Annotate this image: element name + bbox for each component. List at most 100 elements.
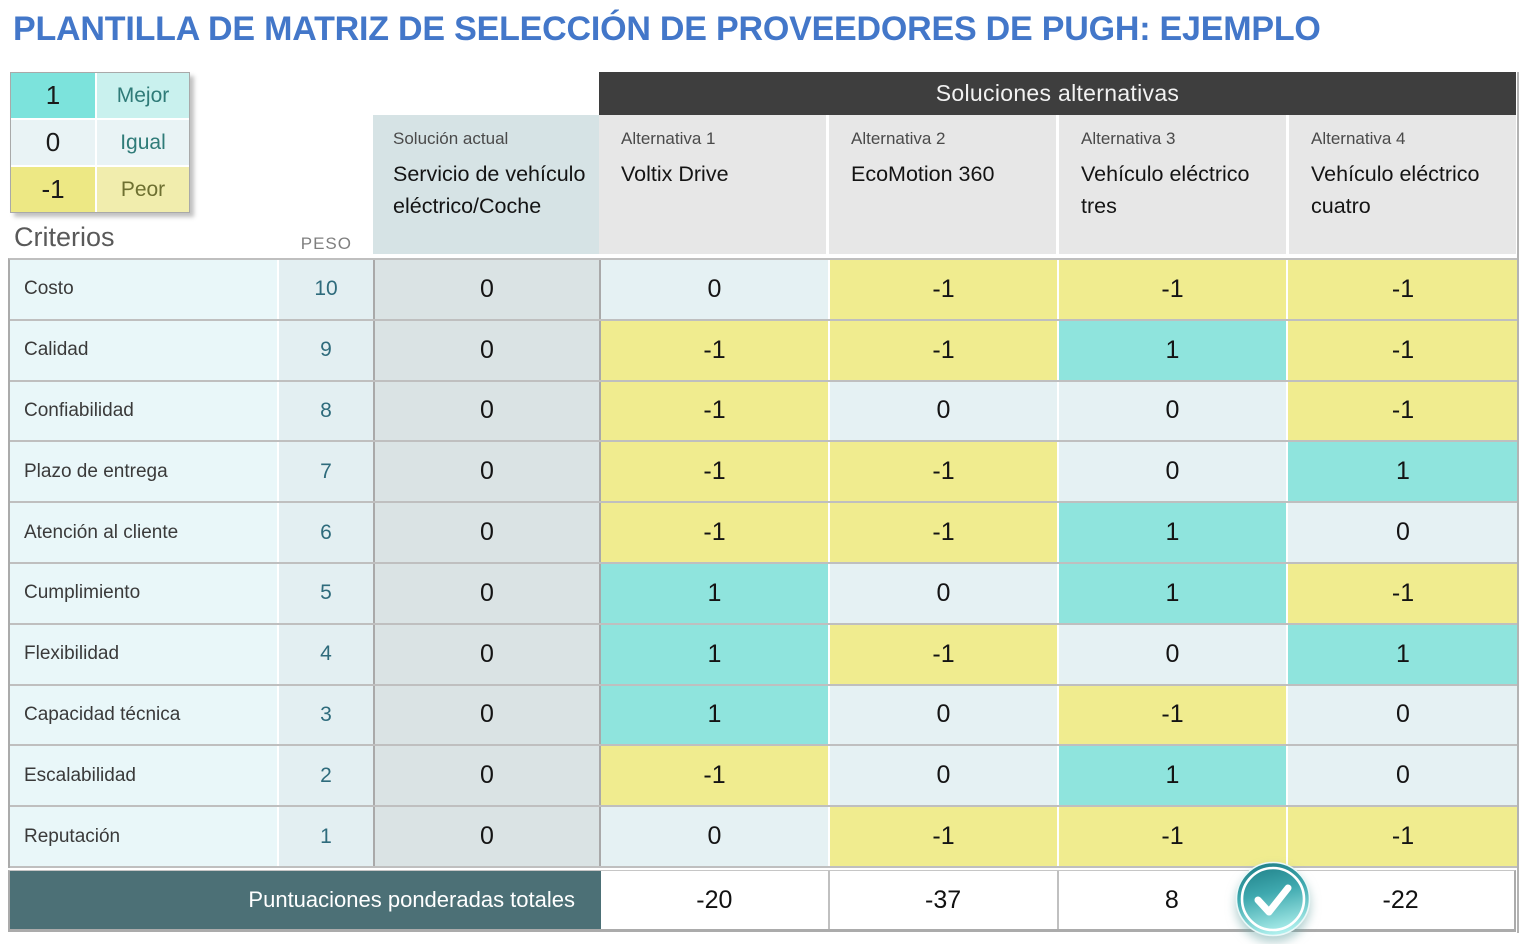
score-cell[interactable]: 0 bbox=[601, 260, 830, 319]
score-cell[interactable]: -1 bbox=[1059, 807, 1288, 866]
score-cell[interactable]: 0 bbox=[830, 381, 1059, 441]
score-cell[interactable]: 1 bbox=[1059, 563, 1288, 623]
score-cell[interactable]: -1 bbox=[830, 807, 1059, 866]
criterion-cell[interactable]: Capacidad técnica bbox=[10, 685, 279, 745]
score-cell[interactable]: -1 bbox=[1288, 381, 1518, 441]
score-cell[interactable]: -1 bbox=[830, 260, 1059, 319]
score-cell[interactable]: -1 bbox=[601, 442, 830, 502]
score-cell[interactable]: -1 bbox=[1288, 807, 1518, 866]
legend-label-cell[interactable]: Mejor bbox=[97, 73, 189, 118]
score-cell[interactable]: 0 bbox=[1059, 381, 1288, 441]
score-cell[interactable]: -1 bbox=[830, 442, 1059, 502]
criterion-cell[interactable]: Costo bbox=[10, 260, 279, 319]
score-cell[interactable]: -1 bbox=[1288, 320, 1518, 380]
current-solution-score-cell[interactable]: 0 bbox=[375, 260, 601, 319]
current-solution-score-cell[interactable]: 0 bbox=[375, 320, 601, 380]
legend-row: -1 Peor bbox=[11, 165, 189, 212]
criterion-cell[interactable]: Flexibilidad bbox=[10, 624, 279, 684]
alternative-label: Alternativa 2 bbox=[851, 129, 946, 148]
score-cell[interactable]: 1 bbox=[601, 685, 830, 745]
current-solution-score-cell[interactable]: 0 bbox=[375, 563, 601, 623]
score-cell[interactable]: 0 bbox=[830, 685, 1059, 745]
pugh-matrix-grid: Costo 10 0 0 -1 -1 -1 Calidad 9 0 -1 -1 1 -1 Confiabil… bbox=[8, 258, 1518, 868]
score-cell[interactable]: -1 bbox=[601, 381, 830, 441]
alternative-header[interactable]: Alternativa 4 Vehículo eléctrico cuatro bbox=[1289, 115, 1516, 254]
score-cell[interactable]: -1 bbox=[1059, 685, 1288, 745]
legend-label-cell[interactable]: Igual bbox=[97, 120, 189, 165]
weight-cell[interactable]: 5 bbox=[279, 563, 375, 623]
weight-cell[interactable]: 1 bbox=[279, 807, 375, 866]
current-solution-score-cell[interactable]: 0 bbox=[375, 746, 601, 806]
total-score-cell[interactable]: -37 bbox=[827, 871, 1057, 929]
legend-value-cell[interactable]: 1 bbox=[11, 73, 97, 118]
score-cell[interactable]: 0 bbox=[1288, 503, 1518, 562]
weight-column-header: PESO bbox=[300, 234, 352, 253]
current-solution-score-cell[interactable]: 0 bbox=[375, 685, 601, 745]
score-cell[interactable]: -1 bbox=[830, 503, 1059, 562]
score-cell[interactable]: -1 bbox=[1288, 563, 1518, 623]
current-solution-score-cell[interactable]: 0 bbox=[375, 807, 601, 866]
score-cell[interactable]: 0 bbox=[601, 807, 830, 866]
alternatives-group-header: Soluciones alternativas bbox=[599, 72, 1516, 115]
criterion-cell[interactable]: Confiabilidad bbox=[10, 381, 279, 441]
score-cell[interactable]: 0 bbox=[1059, 624, 1288, 684]
matrix-row: Calidad 9 0 -1 -1 1 -1 bbox=[10, 320, 1518, 382]
weight-cell[interactable]: 2 bbox=[279, 746, 375, 806]
score-cell[interactable]: 1 bbox=[1288, 624, 1518, 684]
legend-value-cell[interactable]: 0 bbox=[11, 120, 97, 165]
alternative-header[interactable]: Alternativa 3 Vehículo eléctrico tres bbox=[1059, 115, 1289, 254]
matrix-row: Plazo de entrega 7 0 -1 -1 0 1 bbox=[10, 442, 1518, 504]
alternative-name: Voltix Drive bbox=[621, 162, 729, 186]
criterion-cell[interactable]: Atención al cliente bbox=[10, 503, 279, 562]
alternative-header[interactable]: Alternativa 2 EcoMotion 360 bbox=[829, 115, 1059, 254]
alternative-name: Vehículo eléctrico tres bbox=[1081, 162, 1250, 219]
criteria-column-header: Criterios bbox=[14, 222, 115, 252]
weight-cell[interactable]: 10 bbox=[279, 260, 375, 319]
score-cell[interactable]: -1 bbox=[601, 503, 830, 562]
score-cell[interactable]: -1 bbox=[1288, 260, 1518, 319]
matrix-row: Cumplimiento 5 0 1 0 1 -1 bbox=[10, 563, 1518, 625]
score-cell[interactable]: 0 bbox=[1059, 442, 1288, 502]
alternative-label: Alternativa 4 bbox=[1311, 129, 1406, 148]
score-cell[interactable]: -1 bbox=[830, 624, 1059, 684]
total-score-cell[interactable]: 8 bbox=[1056, 871, 1286, 929]
weight-cell[interactable]: 3 bbox=[279, 685, 375, 745]
criterion-cell[interactable]: Cumplimiento bbox=[10, 563, 279, 623]
score-cell[interactable]: 1 bbox=[1059, 320, 1288, 380]
criterion-cell[interactable]: Plazo de entrega bbox=[10, 442, 279, 502]
score-cell[interactable]: 1 bbox=[1059, 503, 1288, 562]
total-score-cell[interactable]: -20 bbox=[696, 885, 733, 914]
score-cell[interactable]: 0 bbox=[830, 563, 1059, 623]
criterion-cell[interactable]: Reputación bbox=[10, 807, 279, 866]
weight-cell[interactable]: 4 bbox=[279, 624, 375, 684]
current-solution-header[interactable]: Solución actual Servicio de vehículo elé… bbox=[373, 115, 599, 254]
weight-cell[interactable]: 7 bbox=[279, 442, 375, 502]
current-solution-score-cell[interactable]: 0 bbox=[375, 381, 601, 441]
alternative-header[interactable]: Alternativa 1 Voltix Drive bbox=[599, 115, 829, 254]
total-score-cell[interactable]: -22 bbox=[1285, 871, 1514, 929]
score-cell[interactable]: 1 bbox=[1059, 746, 1288, 806]
score-cell[interactable]: 0 bbox=[830, 746, 1059, 806]
score-cell[interactable]: -1 bbox=[601, 320, 830, 380]
score-cell[interactable]: -1 bbox=[601, 746, 830, 806]
current-solution-score-cell[interactable]: 0 bbox=[375, 624, 601, 684]
current-solution-score-cell[interactable]: 0 bbox=[375, 442, 601, 502]
weight-cell[interactable]: 8 bbox=[279, 381, 375, 441]
matrix-row: Atención al cliente 6 0 -1 -1 1 0 bbox=[10, 503, 1518, 564]
score-cell[interactable]: -1 bbox=[830, 320, 1059, 380]
score-cell[interactable]: 1 bbox=[1288, 442, 1518, 502]
alternative-label: Alternativa 3 bbox=[1081, 129, 1176, 148]
legend-value-cell[interactable]: -1 bbox=[11, 167, 97, 212]
weight-cell[interactable]: 9 bbox=[279, 320, 375, 380]
current-solution-score-cell[interactable]: 0 bbox=[375, 503, 601, 562]
score-cell[interactable]: 1 bbox=[601, 624, 830, 684]
check-icon bbox=[1235, 861, 1311, 937]
weight-cell[interactable]: 6 bbox=[279, 503, 375, 562]
criterion-cell[interactable]: Calidad bbox=[10, 320, 279, 380]
criterion-cell[interactable]: Escalabilidad bbox=[10, 746, 279, 806]
score-cell[interactable]: -1 bbox=[1059, 260, 1288, 319]
score-cell[interactable]: 0 bbox=[1288, 685, 1518, 745]
legend-label-cell[interactable]: Peor bbox=[97, 167, 189, 212]
score-cell[interactable]: 1 bbox=[601, 563, 830, 623]
score-cell[interactable]: 0 bbox=[1288, 746, 1518, 806]
